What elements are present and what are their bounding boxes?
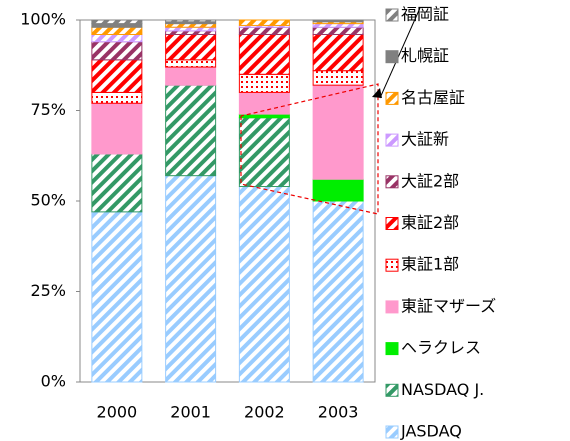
bar-segment xyxy=(91,102,143,155)
legend-swatch xyxy=(385,133,399,147)
x-tick-label: 2001 xyxy=(170,403,211,422)
legend-swatch xyxy=(385,91,399,105)
bar-segment xyxy=(238,117,290,188)
legend-swatch xyxy=(385,425,399,439)
legend-label: 東証2部 xyxy=(401,213,459,232)
bar-segment xyxy=(91,26,143,35)
legend-label: 名古屋証 xyxy=(401,88,465,107)
legend-swatch xyxy=(385,50,399,64)
bar-segment xyxy=(91,23,143,28)
legend-swatch xyxy=(385,8,399,22)
bar-segment xyxy=(165,33,217,61)
legend-label: 大証新 xyxy=(401,130,449,149)
x-tick-label: 2003 xyxy=(318,403,359,422)
bar-segment xyxy=(312,19,364,23)
bar-segment xyxy=(312,26,364,35)
y-tick-label: 0% xyxy=(41,372,66,391)
bar-segment xyxy=(165,19,217,23)
bar-segment xyxy=(91,211,143,383)
bar-segment xyxy=(238,186,290,383)
bar-segment xyxy=(312,23,364,28)
bar-segment xyxy=(312,200,364,383)
y-tick-label: 100% xyxy=(20,10,66,29)
bar-segment xyxy=(165,175,217,383)
x-tick-label: 2002 xyxy=(244,403,285,422)
legend-swatch xyxy=(385,300,399,314)
y-tick-label: 50% xyxy=(30,191,66,210)
bar-segment xyxy=(165,59,217,68)
bar-segment xyxy=(238,19,290,26)
bar-segment xyxy=(238,33,290,75)
legend-label: 札幌証 xyxy=(401,46,449,65)
legend-label: NASDAQ J. xyxy=(401,380,484,399)
legend-swatch xyxy=(385,383,399,397)
bar-segment xyxy=(165,30,217,35)
y-tick-label: 75% xyxy=(30,100,66,119)
y-tick-label: 25% xyxy=(30,281,66,300)
bar-segment xyxy=(165,84,217,177)
legend-label: 福岡証 xyxy=(401,5,449,24)
arrow-head xyxy=(372,88,382,98)
zoom-outline xyxy=(240,83,379,215)
legend-swatch xyxy=(385,175,399,189)
legend-label: 大証2部 xyxy=(401,171,459,190)
bar-segment xyxy=(91,59,143,93)
bar-segment xyxy=(312,84,364,180)
bar-segment xyxy=(312,70,364,86)
bar-segment xyxy=(312,33,364,72)
bar-segment xyxy=(238,26,290,35)
legend-label: JASDAQ xyxy=(400,422,462,441)
legend-swatch xyxy=(385,217,399,230)
bar-segment xyxy=(165,66,217,86)
legend-label: ヘラクレス xyxy=(401,338,481,357)
bar-segment xyxy=(165,23,217,28)
leader-line xyxy=(379,7,421,99)
bar-segment xyxy=(91,41,143,61)
bar-segment xyxy=(91,33,143,43)
x-tick-label: 2000 xyxy=(97,403,138,422)
bar-segment xyxy=(165,26,217,32)
legend-label: 東証マザーズ xyxy=(401,296,496,315)
bar-segment xyxy=(91,19,143,25)
bar-segment xyxy=(91,153,143,213)
legend-swatch xyxy=(385,342,399,356)
bar-segment xyxy=(312,178,364,202)
legend-label: 東証1部 xyxy=(401,255,459,274)
legend-swatch xyxy=(385,258,399,272)
bar-segment xyxy=(91,91,143,104)
bar-segment xyxy=(238,73,290,93)
